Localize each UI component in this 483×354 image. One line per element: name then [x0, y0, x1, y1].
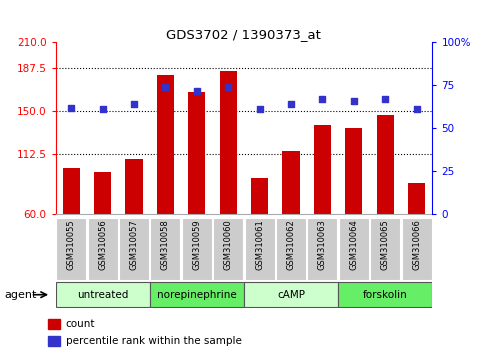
Bar [119, 218, 149, 280]
Point [130, 102, 138, 107]
Point [382, 96, 389, 102]
Bar [314, 125, 331, 214]
Text: GSM310065: GSM310065 [381, 219, 390, 270]
Bar [150, 282, 244, 307]
Text: forskolin: forskolin [363, 290, 408, 300]
Point [193, 88, 201, 93]
Bar [408, 183, 425, 214]
Bar [283, 151, 299, 214]
Point [224, 84, 232, 90]
Text: GSM310066: GSM310066 [412, 219, 421, 270]
Bar [338, 282, 432, 307]
Bar [244, 218, 275, 280]
Text: count: count [66, 319, 95, 330]
Text: cAMP: cAMP [277, 290, 305, 300]
Text: GSM310055: GSM310055 [67, 219, 76, 270]
Text: GSM310063: GSM310063 [318, 219, 327, 270]
Text: norepinephrine: norepinephrine [157, 290, 237, 300]
Bar [188, 92, 205, 214]
Bar [182, 218, 212, 280]
Bar [150, 218, 181, 280]
Point [256, 107, 264, 112]
Text: untreated: untreated [77, 290, 128, 300]
Text: GSM310060: GSM310060 [224, 219, 233, 270]
Title: GDS3702 / 1390373_at: GDS3702 / 1390373_at [167, 28, 321, 41]
Text: GSM310059: GSM310059 [192, 219, 201, 270]
Text: percentile rank within the sample: percentile rank within the sample [66, 336, 242, 346]
Point [287, 102, 295, 107]
Bar [94, 172, 111, 214]
Bar [56, 218, 86, 280]
Bar [48, 319, 60, 329]
Bar [251, 178, 268, 214]
Bar [213, 218, 243, 280]
Point [68, 105, 75, 110]
Text: GSM310057: GSM310057 [129, 219, 139, 270]
Point [412, 107, 420, 112]
Bar [157, 75, 174, 214]
Point [319, 96, 327, 102]
Bar [63, 169, 80, 214]
Point [99, 107, 107, 112]
Bar [48, 336, 60, 346]
Text: GSM310064: GSM310064 [349, 219, 358, 270]
Bar [220, 71, 237, 214]
Point [161, 84, 170, 90]
Bar [56, 282, 150, 307]
Point [350, 98, 357, 104]
Bar [370, 218, 400, 280]
Text: GSM310062: GSM310062 [286, 219, 296, 270]
Bar [276, 218, 306, 280]
Text: GSM310061: GSM310061 [255, 219, 264, 270]
Bar [87, 218, 118, 280]
Bar [401, 218, 432, 280]
Bar [244, 282, 338, 307]
Bar [377, 115, 394, 214]
Bar [307, 218, 338, 280]
Bar [345, 128, 362, 214]
Bar [339, 218, 369, 280]
Bar [126, 159, 142, 214]
Text: agent: agent [4, 290, 37, 300]
Text: GSM310056: GSM310056 [98, 219, 107, 270]
Text: GSM310058: GSM310058 [161, 219, 170, 270]
